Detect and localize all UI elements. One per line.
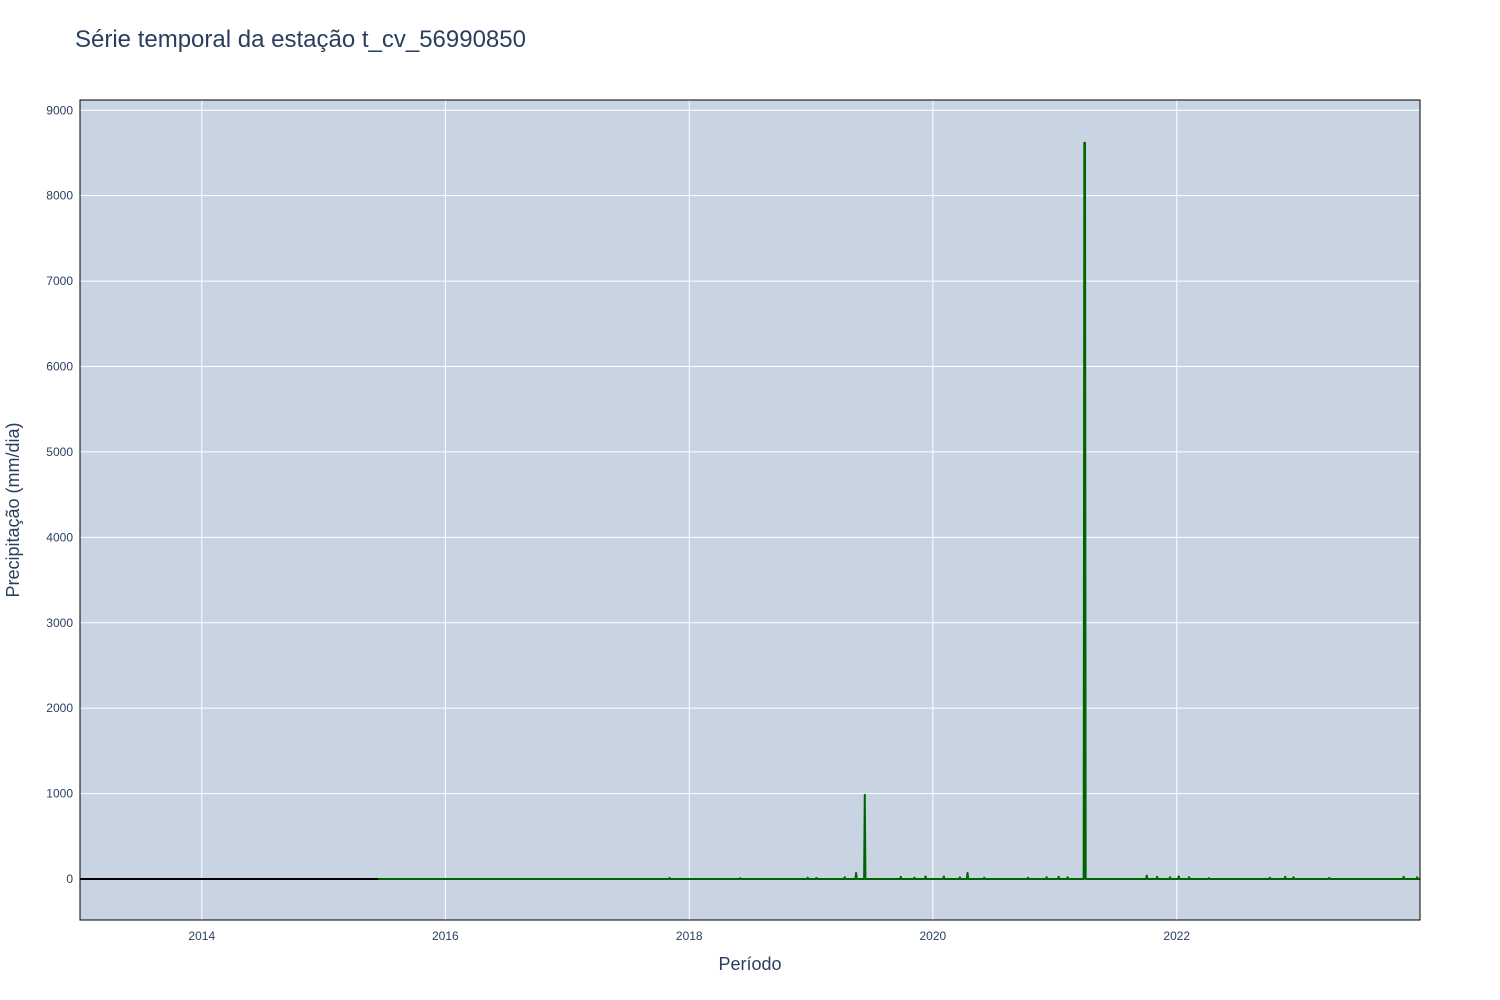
y-tick-label: 4000 bbox=[46, 530, 73, 544]
x-tick-label: 2016 bbox=[432, 929, 459, 943]
y-tick-label: 5000 bbox=[46, 445, 73, 459]
y-tick-label: 7000 bbox=[46, 274, 73, 288]
series-line-precipitation bbox=[378, 141, 1420, 880]
y-tick-label: 1000 bbox=[46, 787, 73, 801]
plot-background bbox=[80, 100, 1420, 920]
x-axis-title: Período bbox=[718, 954, 781, 974]
y-axis-ticks: 0 1000 2000 3000 4000 5000 6000 7000 8000 9000 bbox=[46, 103, 73, 886]
series-lines bbox=[80, 141, 1420, 880]
x-tick-label: 2022 bbox=[1163, 929, 1190, 943]
y-tick-label: 6000 bbox=[46, 360, 73, 374]
grid-lines bbox=[80, 100, 1420, 920]
y-axis-title: Precipitação (mm/dia) bbox=[3, 422, 23, 597]
x-tick-label: 2018 bbox=[676, 929, 703, 943]
plot-frame bbox=[79, 99, 1421, 921]
y-tick-label: 0 bbox=[66, 872, 73, 886]
x-tick-label: 2020 bbox=[919, 929, 946, 943]
y-tick-label: 2000 bbox=[46, 701, 73, 715]
x-axis-ticks: 2014 2016 2018 2020 2022 bbox=[188, 929, 1190, 943]
x-tick-label: 2014 bbox=[188, 929, 215, 943]
y-tick-label: 8000 bbox=[46, 189, 73, 203]
chart-title: Série temporal da estação t_cv_56990850 bbox=[75, 26, 526, 53]
y-tick-label: 3000 bbox=[46, 616, 73, 630]
y-tick-label: 9000 bbox=[46, 103, 73, 117]
